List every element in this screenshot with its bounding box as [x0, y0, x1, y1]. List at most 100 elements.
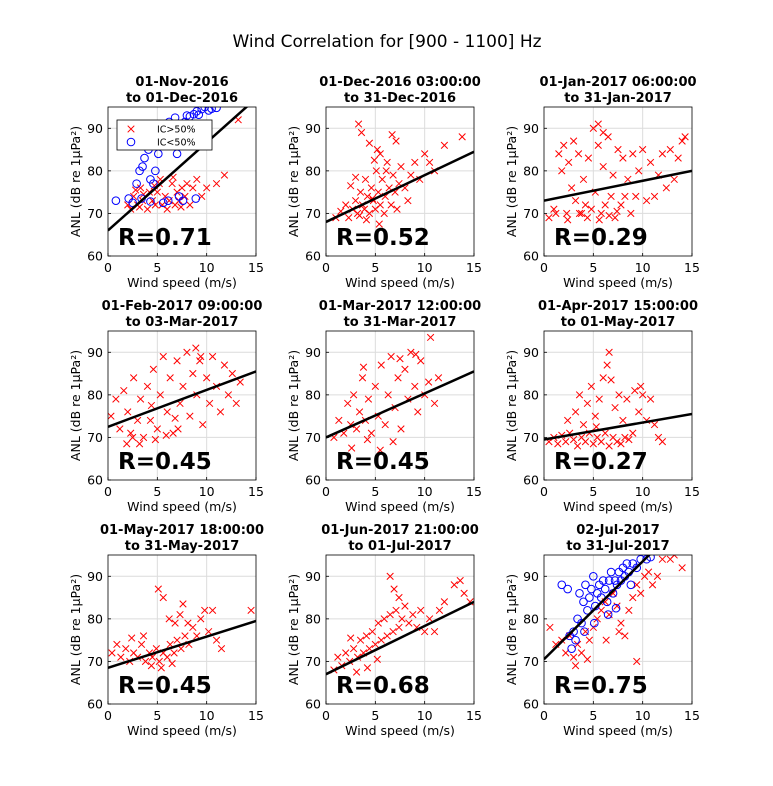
fit-line	[108, 107, 249, 232]
data-point	[216, 408, 225, 416]
data-point	[658, 555, 667, 563]
data-point	[194, 110, 204, 119]
data-point	[617, 619, 625, 627]
data-point	[108, 649, 116, 657]
x-axis-label: Wind speed (m/s)	[127, 275, 237, 290]
data-point	[168, 659, 176, 668]
data-point	[569, 627, 578, 636]
data-layer	[544, 348, 692, 450]
data-point	[208, 606, 217, 614]
panel-title-line1: 01-May-2017 18:00:00	[100, 523, 264, 538]
data-point	[577, 618, 586, 628]
legend-marker	[127, 125, 135, 133]
x-tick-label: 10	[417, 708, 433, 723]
data-point	[617, 201, 625, 209]
data-point	[376, 446, 384, 454]
data-point	[351, 173, 360, 181]
data-point	[181, 632, 189, 640]
data-point	[146, 197, 155, 206]
data-point	[156, 391, 164, 399]
data-point	[212, 179, 221, 188]
axes-box	[543, 554, 693, 705]
data-point	[186, 201, 194, 209]
data-point	[388, 131, 396, 139]
data-point	[581, 438, 590, 446]
data-point	[623, 395, 631, 403]
data-point	[224, 391, 233, 399]
data-point	[670, 175, 678, 184]
data-point	[545, 214, 553, 222]
data-point	[557, 580, 567, 590]
data-point	[383, 632, 391, 640]
x-tick-label: 10	[199, 260, 215, 275]
data-point	[141, 657, 150, 666]
y-tick-label: 80	[305, 387, 321, 402]
data-point	[151, 435, 160, 444]
data-point	[168, 179, 176, 188]
x-tick-label: 5	[371, 484, 379, 499]
plot-area	[544, 555, 692, 704]
data-point	[681, 133, 689, 141]
data-point	[460, 589, 468, 597]
data-point	[128, 634, 136, 642]
data-point	[359, 363, 368, 371]
data-point	[191, 194, 201, 203]
panel-title-line2: to 03-Mar-2017	[126, 315, 239, 330]
x-tick-label: 0	[322, 260, 330, 275]
y-tick-label: 70	[523, 206, 539, 221]
data-point	[678, 137, 686, 145]
data-point	[404, 197, 412, 205]
data-point	[635, 167, 643, 175]
legend: IC>50% IC<50%	[116, 119, 213, 151]
data-point	[352, 425, 361, 433]
y-axis-label: ANL (dB re 1μPa²)	[68, 350, 83, 461]
panel-title-line1: 01-Feb-2017 09:00:00	[102, 299, 263, 314]
data-point	[342, 201, 350, 209]
data-point	[154, 585, 162, 593]
data-point	[650, 192, 659, 201]
data-point	[384, 391, 392, 399]
data-point	[401, 602, 409, 610]
y-tick-label: 70	[523, 654, 539, 669]
panel-title-line2: to 01-Dec-2016	[126, 91, 238, 106]
x-axis-label: Wind speed (m/s)	[563, 723, 673, 738]
data-point	[394, 374, 402, 382]
y-tick-label: 70	[305, 430, 321, 445]
data-point	[373, 145, 381, 154]
y-tick-label: 60	[523, 473, 539, 488]
y-tick-label: 80	[523, 387, 539, 402]
y-axis-label: ANL (dB re 1μPa²)	[504, 350, 519, 461]
data-point	[573, 442, 582, 450]
data-point	[354, 120, 363, 128]
plot-area	[326, 555, 474, 704]
data-point	[146, 416, 155, 425]
data-point	[176, 610, 184, 619]
data-point	[112, 395, 120, 403]
data-point	[414, 408, 422, 416]
x-axis-label: Wind speed (m/s)	[345, 499, 455, 514]
data-point	[405, 619, 413, 627]
data-point	[220, 171, 229, 179]
data-point	[598, 576, 608, 585]
data-point	[575, 391, 584, 399]
data-layer	[326, 333, 474, 454]
data-point	[648, 581, 657, 589]
data-point	[631, 386, 639, 395]
data-point	[569, 435, 578, 444]
data-point	[151, 166, 160, 176]
data-point	[124, 201, 132, 209]
data-point	[629, 150, 637, 158]
x-tick-label: 15	[466, 708, 482, 723]
data-point	[170, 649, 178, 657]
data-point	[171, 414, 179, 422]
data-point	[600, 584, 610, 594]
data-point	[591, 412, 599, 420]
data-point	[374, 619, 382, 627]
data-point	[425, 158, 434, 166]
data-point	[133, 416, 142, 425]
data-point	[611, 214, 619, 222]
data-point	[585, 636, 594, 644]
data-point	[137, 640, 146, 649]
data-point	[163, 205, 171, 213]
x-tick-label: 10	[635, 484, 651, 499]
